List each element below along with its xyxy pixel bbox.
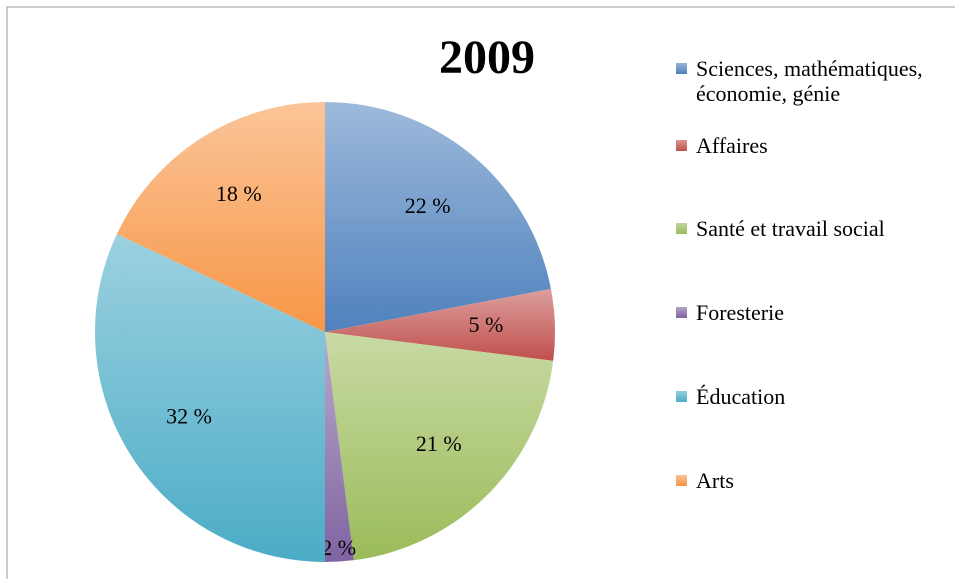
pie-slice [325,102,551,332]
legend-item: Santé et travail social [676,216,946,241]
pie-slice [325,288,555,361]
data-label: 5 % [469,312,504,337]
pie-slice [116,102,326,332]
legend-item: Éducation [676,384,946,409]
legend-label: Arts [696,468,734,493]
legend-swatch [676,391,687,402]
legend-swatch [676,223,687,234]
legend-label: Sciences, mathématiques, économie, génie [696,56,923,106]
pie-slice [95,234,325,562]
frame [6,6,955,579]
data-label: 21 % [416,431,462,456]
data-label: 22 % [405,193,451,218]
chart-title: 2009 [439,31,535,84]
data-label: 32 % [166,403,212,428]
legend-swatch [676,475,687,486]
legend-item: Arts [676,468,946,493]
legend-swatch [676,307,687,318]
legend-item: Sciences, mathématiques, économie, génie [676,56,946,106]
legend-label: Foresterie [696,300,784,325]
legend-item: Foresterie [676,300,946,325]
legend-label: Santé et travail social [696,216,885,241]
pie-slice [325,332,354,562]
legend-swatch [676,63,687,74]
legend-label: Affaires [696,133,768,158]
pie-slice [325,332,554,561]
legend-item: Affaires [676,133,946,158]
data-label: 18 % [216,181,262,206]
data-label: 2 % [321,535,356,560]
legend-label: Éducation [696,384,786,409]
legend-swatch [676,140,687,151]
